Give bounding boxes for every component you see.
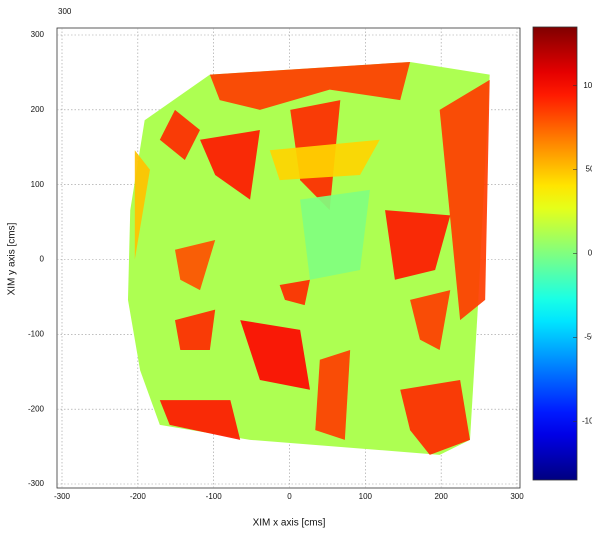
y-tick-label: -100 [28,329,45,338]
surface-patch [200,130,260,200]
y-tick-label: 0 [40,255,45,264]
x-tick-label: 100 [359,492,373,501]
surface-patch [134,150,150,260]
surface-patch [240,320,310,390]
surface-patch [400,379,470,455]
colorbar-tick-label: 50 [586,165,592,174]
colorbar [532,26,578,481]
surface-patch [279,279,310,306]
x-tick-label: -300 [54,492,71,501]
colorbar-tick-label: -100 [582,416,592,425]
x-axis-label: XIM x axis [cms] [253,518,326,529]
colorbar-tick-label: 0 [588,249,592,258]
corner-label: 300 [58,7,72,16]
y-tick-label: -300 [28,479,45,488]
x-tick-label: -100 [206,492,223,501]
y-axis-label: XIM y axis [cms] [7,222,18,295]
surface-patch [209,61,411,110]
x-tick-label: 200 [434,492,448,501]
y-tick-label: 200 [31,105,45,114]
colorbar-tick-label: 100 [583,81,592,90]
surface-patch [410,290,451,351]
x-tick-label: -200 [130,492,147,501]
surface-patch [385,210,451,280]
surface-patch [439,79,490,321]
surface-patch [159,400,241,440]
colorbar-tick-label: -50 [584,332,592,341]
surface-patch [174,309,216,351]
y-tick-label: 100 [31,180,45,189]
x-tick-label: 0 [287,492,292,501]
surface-patch [315,350,351,440]
surface-patch [269,139,380,181]
y-tick-label: 300 [31,30,45,39]
y-tick-label: -200 [28,404,45,413]
surface-patch [174,240,216,291]
surface-patch [159,109,201,160]
surface-patch [300,189,370,280]
x-tick-label: 300 [510,492,524,501]
